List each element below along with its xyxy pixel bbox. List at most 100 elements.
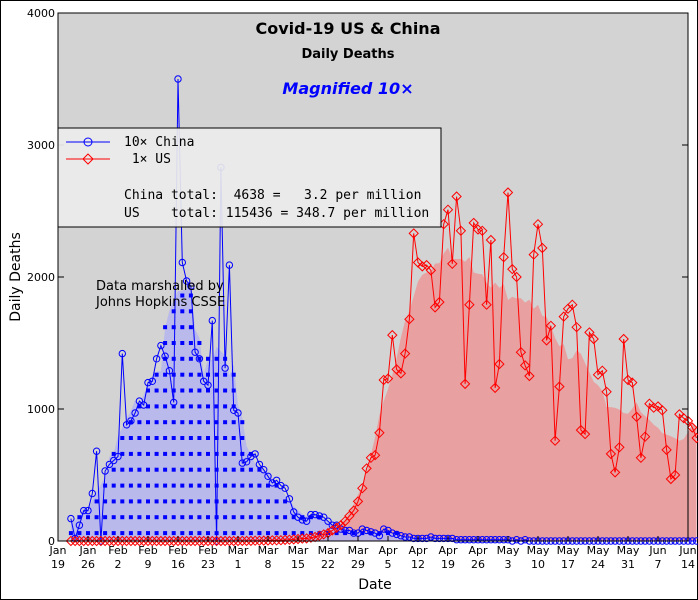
china-fill-dot [111,467,116,472]
china-fill-dot [206,451,210,456]
china-fill-dot [137,467,142,472]
china-fill-dot [214,467,219,472]
china-point [362,526,371,535]
china-fill-dot [223,388,228,393]
china-fill-dot [137,515,142,520]
china-fill-dot [206,467,210,472]
us-point [541,335,552,346]
us-point [168,535,179,547]
china-fill-dot [137,531,142,536]
y-tick-label-0: 0 [48,535,55,548]
china-fill-dot [274,499,279,504]
us-point [532,218,544,230]
china-fill-dot [368,531,373,536]
x-tick-day-21: 14 [681,558,695,571]
china-fill-dot [146,499,150,504]
china-fill-dot [171,404,176,409]
legend-china-marker [83,137,93,147]
china-fill-dot [154,467,159,472]
y-axis-label: Daily Deaths [8,232,24,322]
china-fill-dot [283,531,288,536]
china-fill-dot [334,531,339,536]
china-fill-dot [120,531,125,536]
us-point [687,422,698,433]
china-fill-dot [180,451,185,456]
china-fill-dot [77,531,82,536]
source-note-line2: Johns Hopkins CSSE [95,295,225,310]
china-fill-dot [231,451,236,456]
china-point [191,348,199,356]
us-point [468,217,479,229]
us-point [104,535,115,547]
china-fill-dot [163,420,168,425]
china-fill-dot [240,499,245,504]
china-fill-dot [128,531,133,536]
china-fill-dot [86,531,90,536]
x-tick-day-7: 8 [265,558,272,571]
china-fill-dot [94,499,99,504]
china-point [255,460,264,469]
us-point [434,296,445,308]
china-fill-dot [188,499,193,504]
china-fill-dot [214,483,219,488]
china-fill-dot [257,531,262,536]
us-point [584,327,595,338]
china-fill-dot [171,309,176,314]
us-point [262,535,274,546]
china-fill-dot [137,404,142,409]
us-point [549,435,561,446]
china-fill-dot [146,451,150,456]
china-fill-dot [171,325,176,330]
china-fill-dot [197,451,202,456]
china-point [178,258,187,267]
china-point [135,397,144,405]
x-tick-month-0: Jan [49,544,67,557]
china-fill-dot [180,499,185,504]
x-tick-month-4: Feb [168,544,187,557]
china-point [131,409,139,417]
y-tick-label-2000: 2000 [27,271,55,284]
legend-china-label: 10× China [124,135,194,150]
us-series [65,187,698,547]
china-point [435,534,444,543]
x-tick-day-2: 2 [115,558,122,571]
china-fill-dot [171,451,176,456]
china-fill-dot [146,404,150,409]
china-fill-dot [171,356,176,361]
x-tick-day-16: 10 [531,558,545,571]
us-point [134,535,145,547]
china-point [114,452,122,461]
china-fill-dot [163,341,168,345]
china-fill-dot [214,436,219,440]
china-fill-dot [180,515,185,520]
china-point [521,536,529,544]
china-fill-dot [188,356,193,361]
china-fill-dot [197,372,202,377]
us-point [224,535,235,547]
china-point [320,513,328,521]
china-point [92,447,101,455]
china-point [307,510,315,519]
china-fill-dot [180,325,185,330]
china-fill-dot [163,515,168,520]
x-tick-day-4: 16 [171,558,185,571]
china-fill-dot [248,531,253,536]
china-fill-dot [146,531,150,536]
china-fill-dot [154,531,159,536]
us-point [151,535,162,547]
china-point [332,521,341,529]
us-point [69,535,81,547]
china-fill-dot [240,420,245,425]
china-fill-dot [240,515,245,520]
china-point [148,377,157,385]
us-point [275,534,287,546]
us-point [605,448,617,460]
us-point [369,449,381,461]
china-point [392,530,401,539]
china-fill-dot [248,483,253,488]
china-fill-dot [257,467,262,472]
us-point [627,377,638,388]
us-point [219,535,231,547]
china-fill-dot [137,451,142,456]
china-fill-dot [188,436,193,440]
